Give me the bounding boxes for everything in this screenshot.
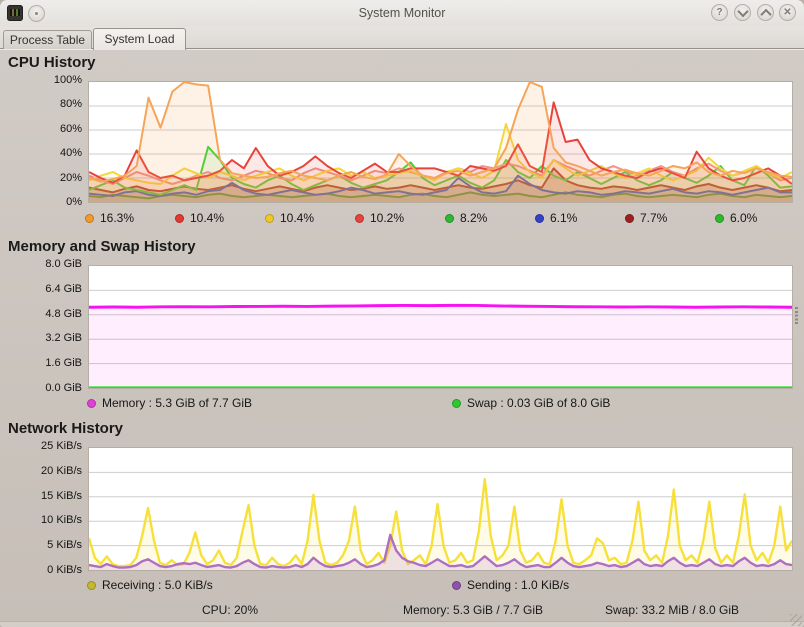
cpu8-legend-label: 6.0% bbox=[730, 211, 758, 225]
net-chart-svg bbox=[89, 471, 792, 570]
swap-legend-dot-icon bbox=[452, 398, 461, 408]
cpu8-legend-dot-icon bbox=[715, 213, 724, 223]
resize-grip-icon[interactable] bbox=[790, 614, 802, 626]
cpu-legend-item: 7.7% bbox=[625, 211, 715, 225]
cpu7-legend-dot-icon bbox=[625, 213, 634, 223]
mem-ytick: 4.8 GiB bbox=[45, 307, 82, 320]
cpu-chart-svg bbox=[89, 82, 792, 202]
maximize-button[interactable] bbox=[757, 4, 774, 21]
window-title: System Monitor bbox=[358, 6, 446, 20]
splitter-grip[interactable] bbox=[795, 307, 798, 324]
mem-chart-svg bbox=[89, 289, 792, 388]
chevron-up-icon bbox=[759, 8, 772, 20]
mem-ytick: 1.6 GiB bbox=[45, 357, 82, 370]
tab-process-table[interactable]: Process Table bbox=[3, 30, 92, 49]
memory-legend-label: Memory : 5.3 GiB of 7.7 GiB bbox=[102, 396, 253, 410]
sending-legend-dot-icon bbox=[452, 580, 461, 590]
cpu1-legend-dot-icon bbox=[85, 213, 94, 223]
cpu-legend-item: 8.2% bbox=[445, 211, 535, 225]
close-button[interactable]: ✕ bbox=[779, 4, 796, 21]
cpu-legend-item: 10.4% bbox=[265, 211, 355, 225]
cpu-ytick: 80% bbox=[59, 98, 82, 111]
close-icon: ✕ bbox=[783, 6, 792, 18]
network-history-title: Network History bbox=[8, 420, 124, 437]
cpu-ytick: 0% bbox=[66, 196, 82, 208]
mem-ytick: 0.0 GiB bbox=[45, 382, 82, 394]
cpu4-legend-dot-icon bbox=[355, 213, 364, 223]
cpu-legend-item: 10.4% bbox=[175, 211, 265, 225]
cpu-legend-item: 6.0% bbox=[715, 211, 804, 225]
cpu-history-title: CPU History bbox=[8, 54, 96, 71]
window-bottom-edge bbox=[0, 621, 804, 627]
mem-ytick: 8.0 GiB bbox=[45, 258, 82, 270]
net-ytick: 20 KiB/s bbox=[41, 464, 82, 477]
cpu-ytick: 60% bbox=[59, 122, 82, 135]
mem-legend-item: Swap : 0.03 GiB of 8.0 GiB bbox=[452, 396, 610, 410]
help-button[interactable]: ? bbox=[711, 4, 728, 21]
mem-ytick: 3.2 GiB bbox=[45, 332, 82, 345]
pin-button[interactable] bbox=[28, 5, 45, 22]
help-icon: ? bbox=[716, 6, 723, 18]
app-icon bbox=[7, 5, 23, 21]
cpu2-legend-label: 10.4% bbox=[190, 211, 225, 225]
cpu-ytick: 40% bbox=[59, 147, 82, 160]
cpu2-legend-dot-icon bbox=[175, 213, 184, 223]
net-ytick: 15 KiB/s bbox=[41, 489, 82, 502]
net-ytick: 5 KiB/s bbox=[47, 539, 82, 552]
sending-legend-label: Sending : 1.0 KiB/s bbox=[467, 578, 570, 592]
cpu7-legend-label: 7.7% bbox=[640, 211, 668, 225]
cpu6-legend-label: 6.1% bbox=[550, 211, 578, 225]
cpu5-legend-dot-icon bbox=[445, 213, 454, 223]
net-legend: Receiving : 5.0 KiB/s Sending : 1.0 KiB/s bbox=[87, 577, 569, 593]
mem-legend: Memory : 5.3 GiB of 7.7 GiB Swap : 0.03 G… bbox=[87, 395, 610, 411]
cpu5-legend-label: 8.2% bbox=[460, 211, 488, 225]
cpu-legend-item: 16.3% bbox=[85, 211, 175, 225]
pin-icon bbox=[35, 12, 38, 15]
net-ytick: 0 KiB/s bbox=[47, 564, 82, 576]
receiving-legend-dot-icon bbox=[87, 580, 96, 590]
mem-legend-item: Memory : 5.3 GiB of 7.7 GiB bbox=[87, 396, 452, 410]
memory-history-title: Memory and Swap History bbox=[8, 238, 196, 255]
status-swap: Swap: 33.2 MiB / 8.0 GiB bbox=[604, 603, 740, 617]
net-legend-item: Sending : 1.0 KiB/s bbox=[452, 578, 569, 592]
cpu-ytick: 100% bbox=[53, 74, 82, 86]
cpu-legend: 16.3% 10.4% 10.4% 10.2% 8.2% 6.1% 7.7% 6.0% bbox=[85, 210, 804, 226]
mem-y-axis: 8.0 GiB 6.4 GiB 4.8 GiB 3.2 GiB 1.6 GiB 0.0 G… bbox=[0, 258, 84, 394]
memory-legend-dot-icon bbox=[87, 398, 96, 408]
cpu-legend-item: 6.1% bbox=[535, 211, 625, 225]
cpu-legend-item: 10.2% bbox=[355, 211, 445, 225]
cpu1-legend-label: 16.3% bbox=[100, 211, 135, 225]
status-memory: Memory: 5.3 GiB / 7.7 GiB bbox=[402, 603, 544, 617]
tab-system-load[interactable]: System Load bbox=[93, 28, 186, 50]
cpu3-legend-label: 10.4% bbox=[280, 211, 315, 225]
cpu-chart bbox=[88, 81, 793, 203]
minimize-button[interactable] bbox=[734, 4, 751, 21]
tab-bar: Process Table System Load bbox=[0, 27, 804, 50]
cpu-y-axis: 100% 80% 60% 40% 20% 0% bbox=[0, 74, 84, 208]
cpu-ytick: 20% bbox=[59, 171, 82, 184]
app-icon-screen bbox=[10, 9, 20, 16]
net-ytick: 10 KiB/s bbox=[41, 514, 82, 527]
chevron-down-icon bbox=[736, 5, 749, 17]
net-legend-item: Receiving : 5.0 KiB/s bbox=[87, 578, 452, 592]
cpu6-legend-dot-icon bbox=[535, 213, 544, 223]
net-ytick: 25 KiB/s bbox=[41, 440, 82, 452]
cpu4-legend-label: 10.2% bbox=[370, 211, 405, 225]
mem-ytick: 6.4 GiB bbox=[45, 282, 82, 295]
swap-legend-label: Swap : 0.03 GiB of 8.0 GiB bbox=[467, 396, 611, 410]
net-chart bbox=[88, 447, 793, 571]
titlebar[interactable]: System Monitor ? ✕ bbox=[0, 0, 804, 27]
receiving-legend-label: Receiving : 5.0 KiB/s bbox=[102, 578, 213, 592]
status-cpu: CPU: 20% bbox=[201, 603, 259, 617]
net-y-axis: 25 KiB/s 20 KiB/s 15 KiB/s 10 KiB/s 5 KiB/s 0… bbox=[0, 440, 84, 576]
mem-chart bbox=[88, 265, 793, 389]
cpu3-legend-dot-icon bbox=[265, 213, 274, 223]
